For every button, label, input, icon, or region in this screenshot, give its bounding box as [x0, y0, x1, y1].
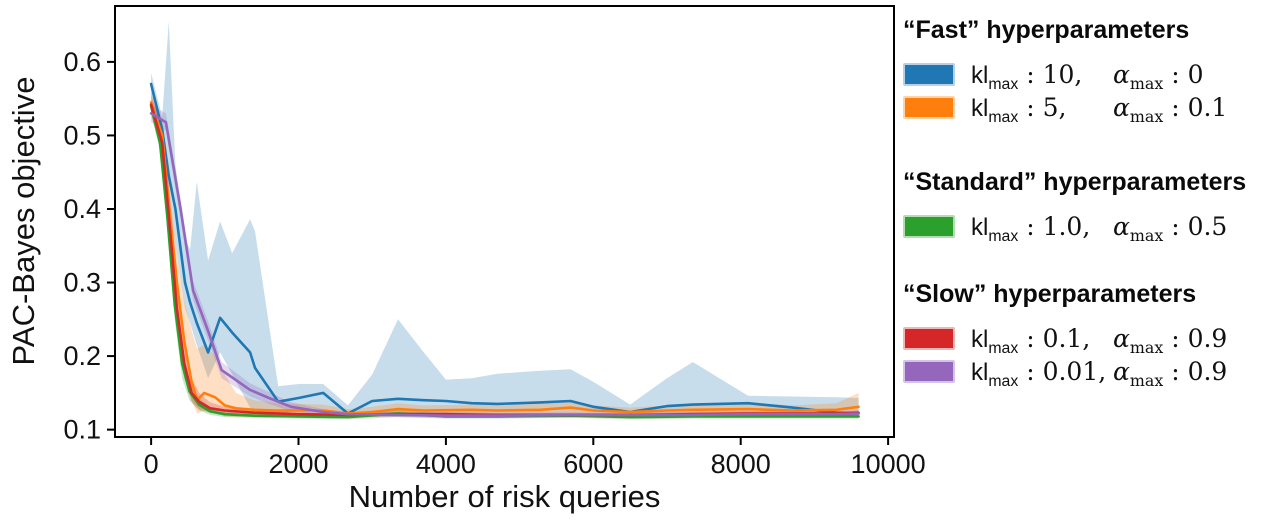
alpha-value: : 0.9	[1163, 323, 1228, 353]
alpha-value: : 0.5	[1163, 211, 1228, 241]
red-line-swatch	[903, 327, 955, 350]
kl-value: : 1.0,	[1018, 211, 1091, 241]
kl-label: kl	[971, 61, 989, 89]
svg-text:0: 0	[144, 449, 159, 479]
alpha-label: α	[1113, 211, 1130, 241]
svg-text:0.3: 0.3	[63, 268, 101, 298]
svg-text:0.4: 0.4	[63, 194, 101, 224]
legend-item-klmax10: klmax : 10, αmax : 0	[903, 58, 1271, 93]
kl-label: kl	[971, 325, 989, 353]
legend: “Fast” hyperparameters klmax : 10, αmax :…	[901, 0, 1271, 522]
legend-item-klmax1: klmax : 1.0, αmax : 0.5	[903, 210, 1271, 245]
alpha-subscript: max	[1129, 106, 1164, 126]
kl-subscript: max	[988, 227, 1019, 245]
alpha-label: α	[1113, 59, 1130, 89]
legend-title-fast: “Fast” hyperparameters	[903, 16, 1190, 44]
alpha-subscript: max	[1129, 370, 1164, 390]
y-axis-label: PAC-Bayes objective	[6, 76, 41, 366]
green-line-swatch	[903, 215, 955, 238]
alpha-label: α	[1113, 356, 1130, 386]
orange-line-swatch	[903, 96, 955, 119]
kl-subscript: max	[988, 75, 1019, 93]
legend-group-standard: “Standard” hyperparameters klmax : 1.0, α…	[901, 168, 1271, 245]
svg-text:0.5: 0.5	[63, 120, 101, 150]
svg-text:0.6: 0.6	[63, 47, 101, 77]
svg-text:6000: 6000	[563, 449, 623, 479]
legend-item-klmax001: klmax : 0.01, αmax : 0.9	[903, 355, 1271, 390]
kl-value: : 0.01,	[1018, 356, 1107, 386]
svg-text:8000: 8000	[711, 449, 771, 479]
alpha-value: : 0	[1163, 59, 1204, 89]
alpha-subscript: max	[1129, 337, 1164, 357]
kl-subscript: max	[988, 339, 1019, 357]
purple-line-swatch	[903, 360, 955, 383]
legend-item-klmax01: klmax : 0.1, αmax : 0.9	[903, 322, 1271, 357]
legend-group-slow: “Slow” hyperparameters klmax : 0.1, αmax …	[901, 280, 1271, 390]
kl-value: : 10,	[1018, 59, 1083, 89]
alpha-subscript: max	[1129, 225, 1164, 245]
svg-text:4000: 4000	[416, 449, 476, 479]
kl-value: : 5,	[1018, 92, 1067, 122]
x-axis-label: Number of risk queries	[348, 479, 661, 514]
kl-value: : 0.1,	[1018, 323, 1091, 353]
blue-line-swatch	[903, 63, 955, 86]
alpha-subscript: max	[1129, 73, 1164, 93]
kl-subscript: max	[988, 372, 1019, 390]
alpha-value: : 0.1	[1163, 92, 1228, 122]
legend-title-slow: “Slow” hyperparameters	[903, 280, 1197, 308]
kl-label: kl	[971, 213, 989, 241]
alpha-label: α	[1113, 92, 1130, 122]
legend-title-standard: “Standard” hyperparameters	[903, 168, 1247, 196]
kl-label: kl	[971, 358, 989, 386]
legend-item-klmax5: klmax : 5, αmax : 0.1	[903, 91, 1271, 126]
svg-text:0.1: 0.1	[63, 415, 101, 445]
alpha-label: α	[1113, 323, 1130, 353]
kl-subscript: max	[988, 108, 1019, 126]
svg-text:2000: 2000	[268, 449, 328, 479]
legend-group-fast: “Fast” hyperparameters klmax : 10, αmax :…	[901, 16, 1271, 126]
svg-text:10000: 10000	[851, 449, 926, 479]
svg-text:0.2: 0.2	[63, 341, 101, 371]
alpha-value: : 0.9	[1163, 356, 1228, 386]
kl-label: kl	[971, 94, 989, 122]
